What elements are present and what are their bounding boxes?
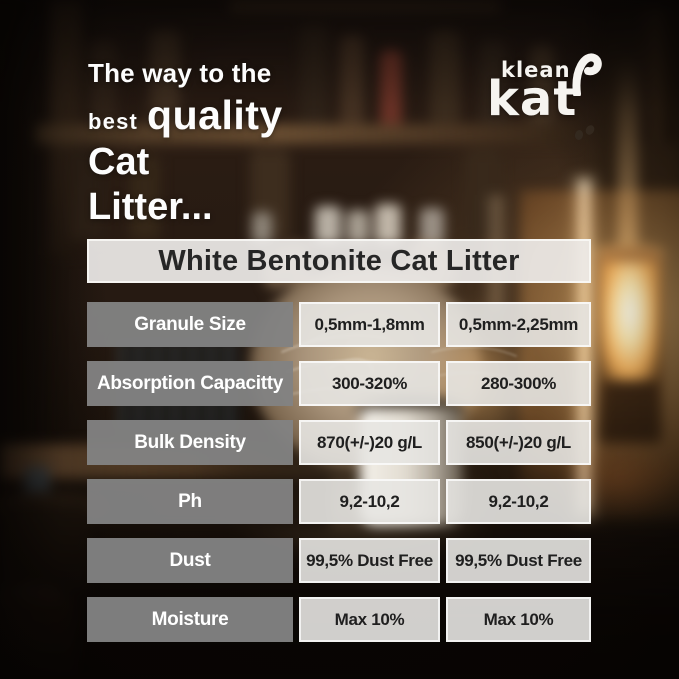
row-value: 9,2-10,2 — [446, 479, 591, 524]
cat-tail-icon — [572, 53, 602, 96]
row-label-absorption: Absorption Capacitty — [87, 361, 293, 406]
headline: The way to the best quality Cat Litter..… — [88, 60, 283, 226]
row-value: 280-300% — [446, 361, 591, 406]
bg-jar — [375, 204, 401, 244]
row-value: 0,5mm-1,8mm — [299, 302, 440, 347]
bg-lamp-base — [604, 380, 658, 438]
row-value: Max 10% — [299, 597, 440, 642]
headline-line-2: best quality — [88, 95, 283, 136]
table-title: White Bentonite Cat Litter — [87, 239, 591, 283]
row-label-ph: Ph — [87, 479, 293, 524]
brand-logo: klean kat — [487, 53, 617, 141]
headline-line-3: Cat — [88, 141, 150, 183]
brand-logo-word-klean: klean — [501, 58, 571, 82]
row-value: 0,5mm-2,25mm — [446, 302, 591, 347]
headline-line-1: The way to the — [88, 58, 272, 88]
headline-word-quality: quality — [147, 92, 283, 138]
headline-line-4: Litter... — [88, 186, 213, 228]
spec-table: White Bentonite Cat Litter Granule Size … — [87, 239, 591, 642]
row-value: 99,5% Dust Free — [299, 538, 440, 583]
row-value: 9,2-10,2 — [299, 479, 440, 524]
row-value: 300-320% — [299, 361, 440, 406]
brand-logo-word-kat: kat — [487, 71, 578, 127]
row-label-moisture: Moisture — [87, 597, 293, 642]
headline-word-best: best — [88, 109, 139, 134]
row-label-granule-size: Granule Size — [87, 302, 293, 347]
row-value: 850(+/-)20 g/L — [446, 420, 591, 465]
table-grid: Granule Size 0,5mm-1,8mm 0,5mm-2,25mm Ab… — [87, 302, 591, 642]
row-value: Max 10% — [446, 597, 591, 642]
row-label-bulk-density: Bulk Density — [87, 420, 293, 465]
row-label-dust: Dust — [87, 538, 293, 583]
row-value: 99,5% Dust Free — [446, 538, 591, 583]
bg-lamp-light — [601, 262, 659, 382]
row-value: 870(+/-)20 g/L — [299, 420, 440, 465]
